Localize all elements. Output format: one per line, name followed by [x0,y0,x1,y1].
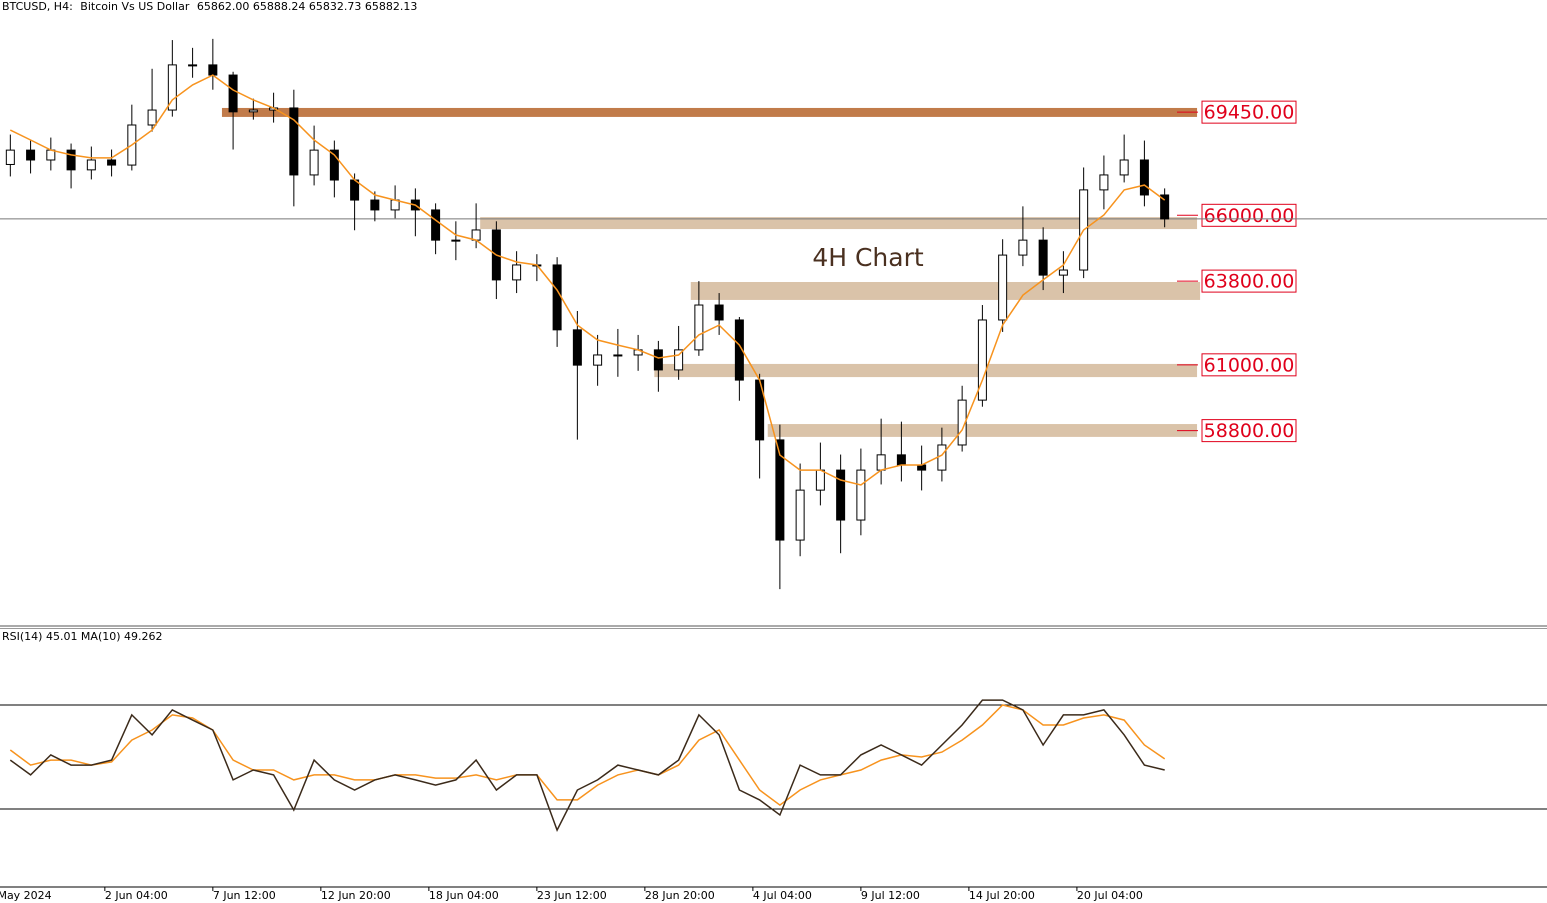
candle-body [836,469,846,521]
header: BTCUSD, H4: Bitcoin Vs US Dollar 65862.0… [2,0,417,13]
candle-body [957,399,967,446]
level-zone [654,363,1198,378]
x-tick-label: 2 Jun 04:00 [105,889,168,902]
candle-body [431,209,441,241]
symbol: BTCUSD, H4: [2,0,73,13]
rsi-ma-line [9,704,1166,807]
level-label-box [1201,353,1297,377]
level-label-box [1201,419,1297,443]
level-label-box [1201,100,1297,124]
candle-body [1099,174,1109,191]
candle-body [1119,159,1129,176]
candle-body [289,107,299,176]
candle-body [674,349,684,371]
candle-body [856,469,866,521]
close-price: 65882.13 [365,0,418,13]
candle-body [167,64,177,111]
level-zone [690,281,1201,300]
candle-body [917,464,927,471]
high-price: 65888.24 [253,0,306,13]
rsi-title: RSI(14) 45.01 MA(10) 49.262 [2,630,163,643]
candle-body [593,354,603,366]
candle-body [1058,269,1068,276]
level-label: 58800.00 [1204,420,1295,442]
candle-body [1018,239,1028,256]
low-price: 65832.73 [309,0,362,13]
annotation: 4H Chart [812,243,924,272]
candle-body [998,254,1008,321]
candle-body [734,319,744,381]
candle-body [1038,239,1048,276]
moving-average [9,74,1166,486]
candle-body [451,239,461,242]
candle-body [694,304,704,351]
level-label: 61000.00 [1204,354,1295,376]
open-price: 65862.00 [197,0,250,13]
candle-body [66,149,76,171]
candle-body [188,64,198,67]
candle-body [107,159,117,166]
level-label: 63800.00 [1204,271,1295,293]
candle-body [937,444,947,471]
candle-body [329,149,339,181]
candle-body [613,354,623,357]
level-zone [221,107,1198,117]
x-tick-label: 28 Jun 20:00 [645,889,715,902]
level-zone [480,217,1198,230]
x-tick-label: 20 Jul 04:00 [1077,889,1143,902]
x-tick-label: 4 Jul 04:00 [753,889,812,902]
candle-body [572,329,582,366]
candle-body [147,109,157,126]
candle-body [876,454,886,471]
x-tick-label: 23 Jun 12:00 [537,889,607,902]
candle-body [775,439,785,541]
candle-body [5,149,15,165]
level-label: 66000.00 [1204,205,1295,227]
description: Bitcoin Vs US Dollar [80,0,190,13]
candle-body [248,109,258,113]
x-tick-label: 12 Jun 20:00 [321,889,391,902]
level-zone [767,424,1198,437]
candle-body [795,489,805,541]
rsi-line [9,699,1165,832]
level-label: 69450.00 [1204,102,1295,124]
x-tick-label: 7 Jun 12:00 [213,889,276,902]
candle-body [208,64,218,76]
candle-body [46,149,56,161]
candle-body [309,149,319,176]
candle-body [896,454,906,466]
candle-body [512,264,522,281]
candle-body [714,304,724,321]
candle-body [1160,194,1170,220]
candle-body [977,319,987,401]
candle-body [552,264,562,331]
candle-body [653,349,663,371]
candle-body [26,149,36,161]
x-tick-label: 9 Jul 12:00 [861,889,920,902]
candle-body [815,469,825,491]
candle-body [228,74,238,113]
x-tick-label: 14 Jul 20:00 [969,889,1035,902]
candle-body [1139,159,1149,196]
level-label-box [1201,269,1297,293]
candle-body [471,229,481,241]
x-tick-label: 18 Jun 04:00 [429,889,499,902]
candle-body [86,159,96,171]
candle-body [350,179,360,201]
x-tick-label: 27 May 2024 [0,889,52,902]
candle-body [370,199,380,211]
level-label-box [1201,203,1297,227]
